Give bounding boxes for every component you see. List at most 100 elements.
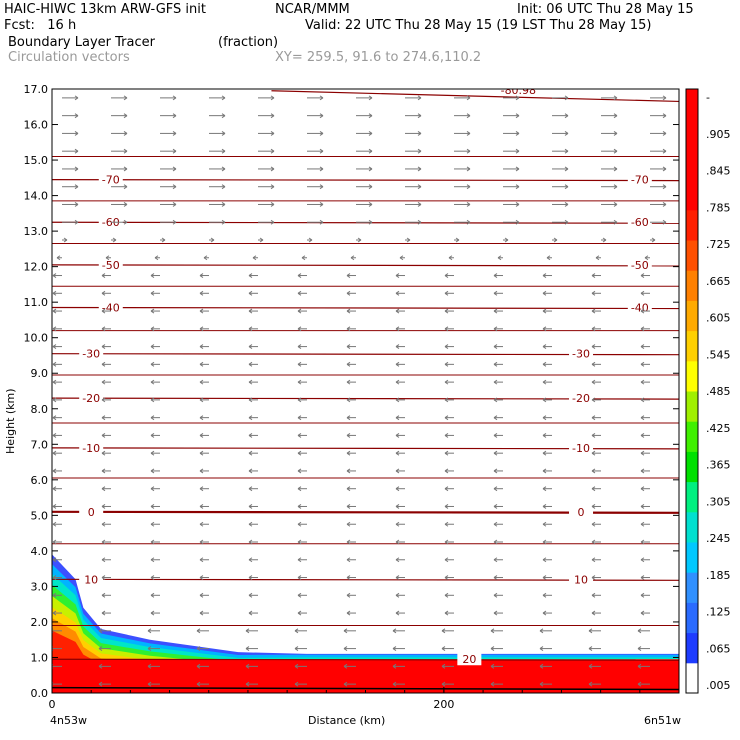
vector-arrowhead xyxy=(493,310,498,314)
vector-arrowhead xyxy=(101,308,106,312)
vector-arrowhead xyxy=(662,115,667,119)
vector-arrowhead xyxy=(395,273,400,276)
vector-arrowhead xyxy=(98,630,103,634)
vector-arrowhead xyxy=(252,257,257,261)
vector-arrowhead xyxy=(150,290,155,294)
vector-arrowhead xyxy=(444,468,449,472)
vector-arrowhead xyxy=(52,486,57,490)
vector-arrowhead xyxy=(542,328,547,332)
y-tick-label: 6.0 xyxy=(31,474,49,487)
vector-arrowhead xyxy=(154,255,159,259)
vector-arrowhead xyxy=(591,399,596,403)
vector-arrowhead xyxy=(101,273,106,276)
vector-arrowhead xyxy=(441,663,446,667)
vector-arrowhead xyxy=(98,665,103,669)
vector-arrowhead xyxy=(591,328,596,332)
vector-arrowhead xyxy=(150,346,155,350)
vector-arrowhead xyxy=(221,221,226,225)
vector-arrowhead xyxy=(150,539,155,543)
vector-arrowhead xyxy=(662,202,667,205)
vector-arrowhead xyxy=(56,257,61,261)
vector-arrowhead xyxy=(52,381,57,385)
vector-arrowhead xyxy=(493,450,498,454)
vector-arrowhead xyxy=(417,221,422,225)
vector-arrowhead xyxy=(368,186,373,190)
vector-arrowhead xyxy=(350,255,355,259)
colorbar-frame xyxy=(685,88,699,694)
contour-label-bg xyxy=(98,300,123,314)
vector-arrowhead xyxy=(591,417,596,421)
vector-arrowhead xyxy=(346,559,351,563)
colorbar-segment xyxy=(686,481,698,513)
vector-arrowhead xyxy=(542,504,547,507)
contour-label-bg xyxy=(627,257,652,271)
contour-label-bg xyxy=(98,172,123,186)
vector-arrowhead xyxy=(52,432,57,436)
contour-label-bg xyxy=(569,440,594,454)
vector-arrowhead xyxy=(515,97,520,101)
vector-arrowhead xyxy=(101,290,106,294)
vector-arrowhead xyxy=(490,663,495,667)
vector-arrowhead xyxy=(591,504,596,507)
vector-arrowhead xyxy=(368,113,373,117)
vector-arrowhead xyxy=(199,504,204,507)
vector-arrowhead xyxy=(455,237,460,241)
vector-arrowhead xyxy=(357,237,362,241)
vector-arrowhead xyxy=(368,148,373,152)
vector-arrowhead xyxy=(640,506,645,509)
vector-arrowhead xyxy=(515,202,520,205)
vector-arrowhead xyxy=(444,488,449,492)
vector-arrowhead xyxy=(319,113,324,117)
vector-arrowhead xyxy=(52,557,57,561)
vector-arrowhead xyxy=(150,417,155,421)
vector-arrowhead xyxy=(493,344,498,348)
vector-arrowhead xyxy=(395,344,400,348)
y-tick-label: 17.0 xyxy=(24,83,49,96)
vector-arrowhead xyxy=(294,630,299,634)
y-tick-label: 10.0 xyxy=(24,332,49,345)
vector-arrowhead xyxy=(564,186,569,190)
vector-arrowhead xyxy=(346,506,351,509)
vector-arrowhead xyxy=(591,594,596,598)
vector-arrowhead xyxy=(297,523,302,527)
vector-arrowhead xyxy=(395,290,400,294)
vector-arrowhead xyxy=(406,239,411,243)
vector-arrowhead xyxy=(123,130,128,134)
vector-arrowhead xyxy=(640,541,645,545)
vector-arrowhead xyxy=(248,504,253,507)
vector-arrowhead xyxy=(644,255,649,259)
vector-arrowhead xyxy=(199,594,204,598)
vector-arrowhead xyxy=(319,115,324,119)
plot-area xyxy=(52,89,679,693)
vector-arrowhead xyxy=(248,557,253,561)
vector-arrowhead xyxy=(602,239,607,243)
vector-arrowhead xyxy=(297,486,302,490)
vector-arrowhead xyxy=(640,399,645,403)
vector-arrowhead xyxy=(199,575,204,578)
vector-arrowhead xyxy=(637,646,642,650)
vector-arrowhead xyxy=(564,221,569,225)
colorbar-segment xyxy=(686,209,698,241)
vector-arrowhead xyxy=(466,132,471,136)
vector-arrowhead xyxy=(493,379,498,383)
vector-arrowhead xyxy=(564,204,569,207)
vector-arrowhead xyxy=(542,521,547,525)
vector-arrowhead xyxy=(63,239,68,243)
vector-arrowhead xyxy=(493,397,498,401)
vector-arrowhead xyxy=(248,328,253,332)
vector-arrowhead xyxy=(417,130,422,134)
vector-arrowhead xyxy=(591,470,596,474)
vector-arrowhead xyxy=(640,328,645,332)
vector-arrowhead xyxy=(490,628,495,632)
vector-arrowhead xyxy=(588,683,593,687)
vector-arrowhead xyxy=(150,452,155,456)
vector-arrowhead xyxy=(539,683,544,687)
colorbar-segment xyxy=(686,300,698,332)
vector-arrowhead xyxy=(515,219,520,223)
vector-arrowhead xyxy=(591,381,596,385)
vector-arrowhead xyxy=(490,646,495,650)
vector-arrowhead xyxy=(196,683,201,687)
vector-arrowhead xyxy=(395,450,400,454)
vector-arrowhead xyxy=(591,557,596,561)
vector-arrowhead xyxy=(640,379,645,383)
